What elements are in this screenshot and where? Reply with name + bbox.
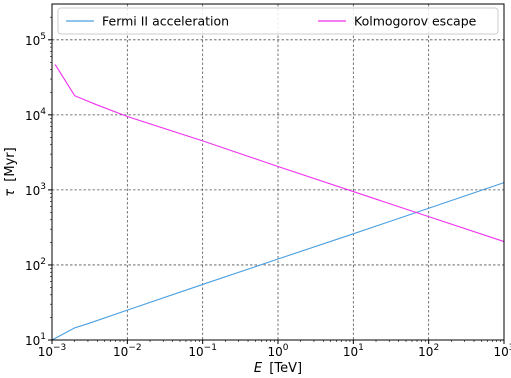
y-axis-var: τ — [3, 189, 18, 197]
y-tick-exp: 3 — [40, 182, 46, 192]
ticks: 10−310−210−1100101102103101102103104105 — [25, 16, 511, 359]
y-tick-base: 10 — [25, 109, 40, 123]
x-tick-base: 10 — [493, 345, 508, 359]
x-tick-label: 101 — [343, 343, 364, 359]
x-tick-base: 10 — [188, 345, 203, 359]
y-tick-exp: 2 — [40, 257, 46, 267]
x-tick-base: 10 — [38, 345, 53, 359]
x-tick-base: 10 — [267, 345, 282, 359]
x-tick-exp: −3 — [53, 343, 66, 353]
y-tick-base: 10 — [25, 259, 40, 273]
x-tick-label: 100 — [267, 343, 288, 359]
y-axis-unit: [Myr] — [3, 147, 18, 181]
x-axis-label: E [TeV] — [254, 361, 302, 376]
x-tick-label: 10−2 — [113, 343, 142, 359]
y-axis-label: τ [Myr] — [3, 147, 18, 196]
x-tick-exp: −1 — [204, 343, 217, 353]
x-tick-base: 10 — [418, 345, 433, 359]
x-tick-label: 10−3 — [38, 343, 67, 359]
x-tick-base: 10 — [343, 345, 358, 359]
y-tick-exp: 4 — [40, 107, 46, 117]
y-tick-exp: 1 — [40, 332, 46, 342]
y-tick-label: 102 — [25, 257, 46, 273]
y-tick-base: 10 — [25, 184, 40, 198]
x-tick-label: 103 — [493, 343, 511, 359]
legend-box — [57, 7, 499, 35]
x-tick-base: 10 — [113, 345, 128, 359]
series-line-2 — [54, 64, 505, 243]
x-tick-label: 102 — [418, 343, 439, 359]
x-tick-exp: −2 — [128, 343, 141, 353]
y-tick-label: 105 — [25, 32, 46, 48]
x-tick-label: 10−1 — [188, 343, 217, 359]
y-tick-label: 103 — [25, 182, 46, 198]
legend-label-2: Kolmogorov escape — [354, 14, 477, 29]
x-axis-var: E — [254, 361, 263, 376]
series-line-1 — [51, 182, 505, 341]
x-tick-exp: 1 — [358, 343, 364, 353]
x-tick-exp: 0 — [283, 343, 289, 353]
y-tick-exp: 5 — [40, 32, 46, 42]
x-axis-unit: [TeV] — [269, 361, 302, 376]
legend-label-1: Fermi II acceleration — [102, 14, 229, 29]
series-layer — [51, 64, 505, 341]
y-tick-base: 10 — [25, 34, 40, 48]
legend: Fermi II acceleration Kolmogorov escape — [57, 7, 499, 35]
y-tick-label: 101 — [25, 332, 46, 348]
x-tick-exp: 3 — [509, 343, 511, 353]
y-tick-label: 104 — [25, 107, 46, 123]
y-tick-base: 10 — [25, 334, 40, 348]
x-tick-exp: 2 — [433, 343, 439, 353]
